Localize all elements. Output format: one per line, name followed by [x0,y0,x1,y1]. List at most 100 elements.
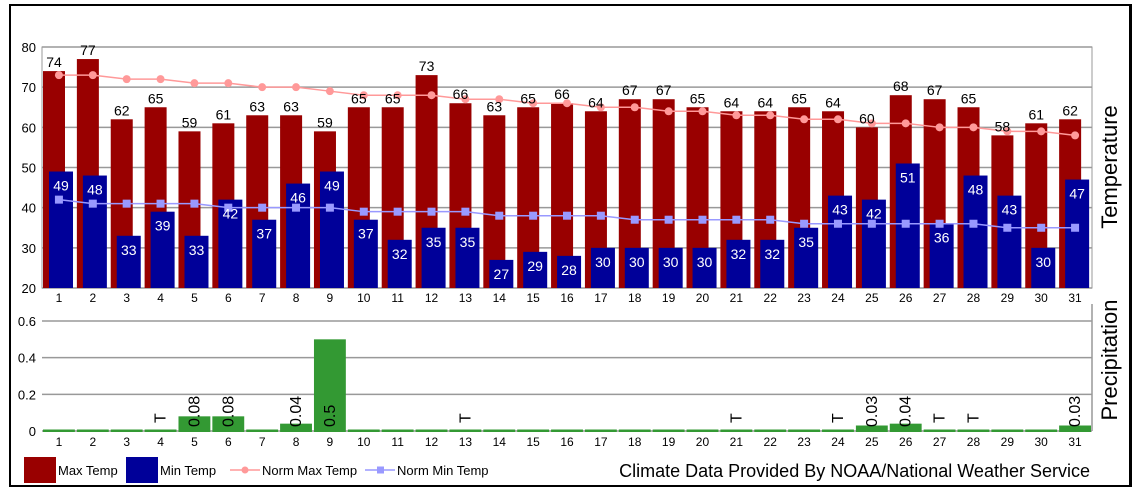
precipitation-x-tick: 5 [191,435,198,449]
precipitation-x-tick: 19 [662,435,676,449]
precipitation-label: T [932,413,949,423]
norm-max-temp-point [88,71,97,80]
precipitation-bar [212,416,245,432]
max-temp-label: 62 [114,102,130,118]
norm-min-temp-point [1037,223,1046,232]
norm-max-temp-point [596,103,605,112]
precipitation-label: 0.04 [898,396,915,427]
min-temp-bar [1031,247,1056,288]
precipitation-x-tick: 1 [56,435,63,449]
temperature-x-tick: 20 [696,291,710,305]
min-temp-label: 32 [731,246,747,262]
norm-max-temp-point [664,107,673,116]
max-temp-label: 66 [554,86,570,102]
min-temp-label: 27 [494,266,510,282]
temperature-x-tick: 31 [1068,291,1082,305]
temperature-x-tick: 15 [526,291,540,305]
precipitation-bar [822,429,854,432]
temperature-x-tick: 27 [933,291,947,305]
temperature-y-tick: 70 [22,80,36,95]
min-temp-label: 37 [256,226,272,242]
temperature-x-tick: 4 [157,291,164,305]
precipitation-bar [110,429,143,432]
max-temp-label: 67 [927,82,943,98]
temperature-x-tick: 16 [560,291,574,305]
max-temp-label: 65 [791,90,807,106]
precipitation-label: T [830,413,847,423]
temperature-x-tick: 17 [594,291,608,305]
norm-max-temp-point [156,75,165,84]
precipitation-x-tick: 26 [899,435,913,449]
precipitation-plot-area [42,304,1092,431]
precipitation-bar [76,429,109,432]
temperature-y-tick: 20 [22,281,36,296]
legend-swatch [24,457,56,483]
precipitation-x-tick: 29 [1001,435,1015,449]
precipitation-bar [313,339,346,432]
max-temp-label: 67 [622,82,638,98]
max-temp-label: 77 [80,42,96,58]
min-temp-bar [82,175,107,288]
max-temp-label: 62 [1062,102,1078,118]
precipitation-x-tick: 2 [89,435,96,449]
precipitation-x-tick: 7 [259,435,266,449]
norm-max-temp-point [54,71,63,80]
temperature-x-tick: 2 [89,291,96,305]
precipitation-x-tick: 4 [157,435,164,449]
norm-min-temp-point [732,215,741,224]
precipitation-y-tick: 0.4 [18,351,36,366]
min-temp-bar [760,239,785,288]
min-temp-bar [421,227,446,288]
max-temp-label: 65 [690,90,706,106]
precipitation-bar [584,429,617,432]
precipitation-bar [855,425,888,432]
min-temp-bar [387,239,412,288]
min-temp-bar [353,219,378,288]
precipitation-x-tick: 28 [967,435,981,449]
temperature-x-tick: 28 [967,291,981,305]
temperature-x-tick: 11 [391,291,404,305]
norm-min-temp-point [190,199,199,208]
precipitation-bar [144,429,177,432]
precipitation-x-tick: 8 [293,435,300,449]
min-temp-bar [828,195,853,288]
min-temp-label: 29 [527,258,543,274]
precipitation-bar [347,429,380,432]
min-temp-label: 35 [798,234,814,250]
precipitation-bar [618,429,651,432]
max-temp-label: 59 [317,114,333,130]
norm-min-temp-point [292,203,301,212]
max-temp-label: 63 [487,98,503,114]
norm-max-temp-point [359,91,368,100]
max-temp-bar [686,107,709,288]
max-temp-label: 63 [249,98,265,114]
norm-max-temp-point [1003,127,1012,136]
norm-max-temp-point [833,115,842,124]
precipitation-axis-title: Precipitation [1097,299,1122,420]
min-temp-bar [963,175,988,288]
precipitation-label: 0.08 [186,396,203,427]
precipitation-label: 0.5 [322,405,339,427]
max-temp-label: 73 [419,58,435,74]
precipitation-label: T [153,413,170,423]
min-temp-bar [218,199,243,288]
max-temp-bar [584,111,607,289]
norm-max-temp-point [1071,131,1080,140]
max-temp-bar [1025,123,1048,288]
legend-swatch [126,457,158,483]
max-temp-label: 61 [216,106,232,122]
max-temp-label: 64 [758,94,774,110]
temperature-x-tick: 9 [327,291,334,305]
precipitation-bar [246,429,279,432]
precipitation-x-tick: 14 [493,435,507,449]
precipitation-x-tick: 10 [357,435,371,449]
temperature-y-tick: 40 [22,201,36,216]
norm-max-temp-point [901,119,910,128]
norm-min-temp-point [495,211,504,220]
min-temp-label: 43 [832,202,848,218]
precipitation-bar [1025,429,1058,432]
precipitation-bar [788,429,821,432]
min-temp-bar [861,199,886,288]
max-temp-label: 64 [724,94,740,110]
